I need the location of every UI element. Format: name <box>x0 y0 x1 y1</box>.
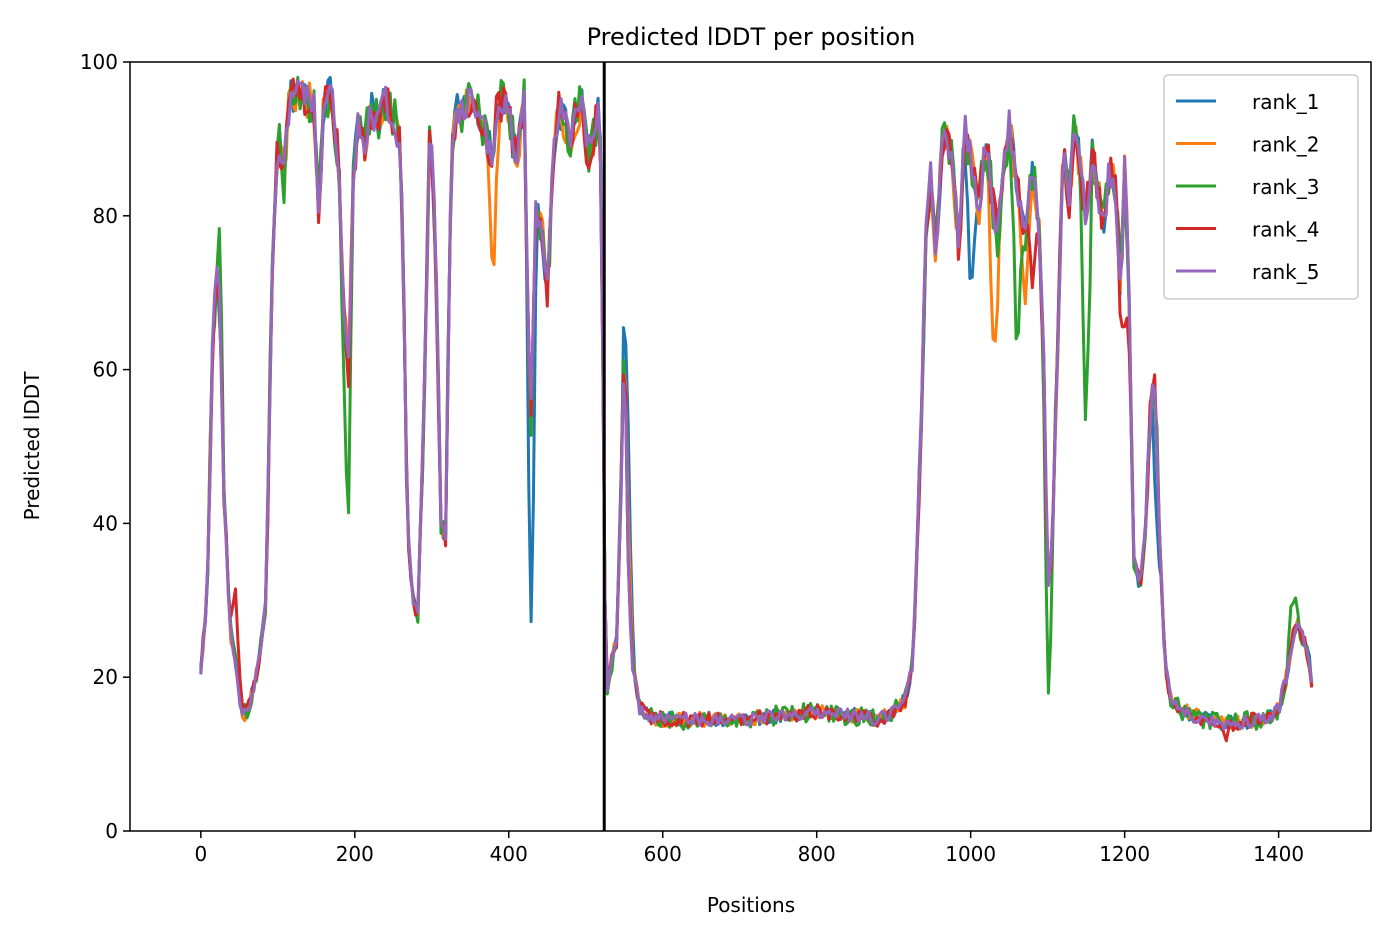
legend-label: rank_1 <box>1252 90 1319 114</box>
y-axis-ticks: 0 20 40 60 80 100 <box>80 50 130 843</box>
legend-label: rank_5 <box>1252 260 1319 284</box>
series-line-rank_3 <box>199 75 1314 731</box>
chart-title: Predicted lDDT per position <box>587 23 916 51</box>
x-tick-label: 1000 <box>945 842 996 866</box>
x-tick-label: 0 <box>194 842 207 866</box>
y-axis-label: Predicted lDDT <box>20 371 44 521</box>
x-tick-label: 1200 <box>1099 842 1150 866</box>
series-line-rank_1 <box>199 75 1314 732</box>
legend: rank_1 rank_2 rank_3 rank_4 rank_5 <box>1163 74 1359 300</box>
y-tick-label: 100 <box>80 50 118 74</box>
legend-label: rank_2 <box>1252 133 1319 157</box>
series-line-rank_2 <box>199 80 1314 730</box>
y-tick-label: 60 <box>93 358 118 382</box>
x-axis-ticks: 0 200 400 600 800 1000 1200 1400 <box>194 831 1304 866</box>
x-tick-label: 600 <box>644 842 682 866</box>
legend-label: rank_3 <box>1252 175 1319 199</box>
x-tick-label: 400 <box>490 842 528 866</box>
y-tick-label: 40 <box>93 511 118 535</box>
legend-box <box>1163 74 1359 300</box>
y-tick-label: 80 <box>93 204 118 228</box>
series-layer <box>199 75 1314 743</box>
x-tick-label: 1400 <box>1253 842 1304 866</box>
x-tick-label: 200 <box>336 842 374 866</box>
y-tick-label: 20 <box>93 665 118 689</box>
x-tick-label: 800 <box>798 842 836 866</box>
plot-frame <box>129 61 1372 832</box>
series-line-rank_4 <box>199 77 1314 743</box>
legend-label: rank_4 <box>1252 218 1319 242</box>
series-line-rank_5 <box>199 79 1314 731</box>
y-tick-label: 0 <box>105 819 118 843</box>
x-axis-label: Positions <box>707 893 795 917</box>
